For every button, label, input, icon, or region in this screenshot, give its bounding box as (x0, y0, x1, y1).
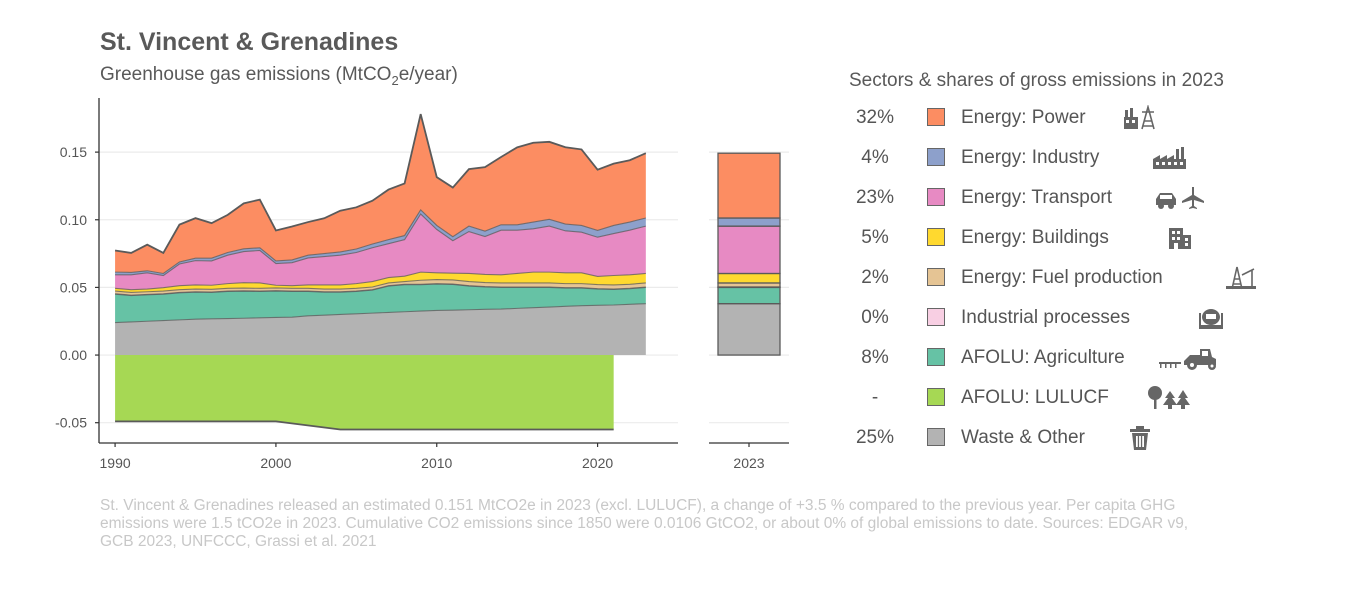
legend-label: Energy: Industry (961, 147, 1100, 168)
legend-share: 25% (855, 427, 895, 448)
x-tick-label: 2010 (421, 455, 452, 471)
area-energy-industry (115, 209, 646, 276)
area-afolu-lulucf (115, 355, 614, 430)
stacked-areas (114, 113, 647, 356)
inset-x-tick-label: 2023 (733, 455, 764, 471)
legend-share: 23% (855, 187, 895, 208)
inset-stacked-bar (717, 152, 781, 356)
y-tick-labels: -0.05 0.00 0.05 0.10 0.15 (55, 144, 87, 431)
chart-title: St. Vincent & Grenadines (100, 28, 399, 56)
legend-share: 2% (861, 267, 889, 288)
area-waste-other (115, 303, 646, 356)
area-energy-power (115, 114, 646, 274)
legend-swatch (927, 228, 945, 246)
area-energy-buildings (115, 272, 646, 293)
legend-label: Waste & Other (961, 427, 1085, 448)
legend-item-industrial-processes: 0% Industrial processes (840, 299, 1280, 339)
oil-rig-icon (1226, 266, 1256, 290)
y-tick-label: 0.05 (60, 279, 87, 295)
legend-share: 8% (861, 347, 889, 368)
power-plant-icon (1124, 105, 1155, 130)
legend-label: AFOLU: Agriculture (961, 347, 1125, 368)
legend-item-energy-fuel-production: 2% Energy: Fuel production (840, 259, 1280, 299)
bar-segment-energy-buildings (717, 272, 781, 284)
legend-item-energy-power: 32% Energy: Power (840, 99, 1280, 139)
trees-icon (1148, 386, 1190, 409)
trash-icon (1130, 426, 1150, 450)
tractor-icon (1159, 349, 1216, 370)
legend-swatch (927, 348, 945, 366)
boundary-energy-buildings (115, 271, 646, 291)
legend-share: 4% (861, 147, 889, 168)
lulucf-boundary (115, 420, 614, 431)
emissions-chart: -0.05 0.00 0.05 0.10 0.15 1990 2000 2010 2020 20… (55, 98, 789, 471)
legend-label: Energy: Buildings (961, 227, 1109, 248)
legend-swatch (927, 108, 945, 126)
legend-label: Energy: Transport (961, 187, 1113, 208)
legend-share: 32% (855, 107, 895, 128)
bar-segment-energy-transport (717, 225, 781, 275)
legend-item-energy-industry: 4% Energy: Industry (840, 139, 1280, 179)
car-plane-icon (1156, 187, 1204, 209)
y-tick-label: 0.15 (60, 144, 87, 160)
lulucf-area (115, 355, 614, 431)
bar-segment-energy-industry (717, 217, 781, 227)
subtitle-pre: Greenhouse gas emissions (MtCO (100, 64, 392, 85)
legend-swatch (927, 428, 945, 446)
subtitle-post: e/year) (398, 64, 458, 85)
factory-icon (1153, 147, 1186, 169)
boundary-energy-transport (115, 213, 646, 277)
cement-mixer-icon (1199, 309, 1223, 329)
legend-swatch (927, 188, 945, 206)
x-tick-labels: 1990 2000 2010 2020 2023 (100, 455, 765, 471)
legend-label: AFOLU: LULUCF (961, 387, 1109, 408)
boundary-waste-other (115, 303, 646, 324)
legend-label: Energy: Power (961, 107, 1086, 128)
legend-label: Industrial processes (961, 307, 1130, 328)
y-tick-label: 0.00 (60, 347, 87, 363)
x-tick-label: 2020 (582, 455, 613, 471)
boundary-energy-industry (115, 209, 646, 275)
chart-subtitle: Greenhouse gas emissions (MtCO2e/year) (100, 64, 458, 88)
legend-share: - (871, 387, 879, 408)
legend-swatch (927, 148, 945, 166)
legend-item-energy-transport: 23% Energy: Transport (840, 179, 1280, 219)
x-tick-label: 2000 (260, 455, 291, 471)
x-tick-label: 1990 (100, 455, 131, 471)
boundary-energy-fuel-production (115, 279, 646, 293)
chart-caption: St. Vincent & Grenadines released an est… (100, 497, 1189, 550)
bar-segment-waste-other (717, 302, 781, 356)
legend-item-afolu-lulucf: - AFOLU: LULUCF (840, 379, 1280, 419)
legend-swatch (927, 308, 945, 326)
boundary-industrial-processes (115, 283, 646, 296)
legend-item-waste-other: 25% Waste & Other (840, 419, 1280, 459)
bar-segment-afolu-agriculture (717, 286, 781, 305)
building-icon (1169, 228, 1191, 249)
legend-label: Energy: Fuel production (961, 267, 1163, 288)
legend-swatch (927, 268, 945, 286)
area-afolu-agriculture (115, 284, 646, 323)
legend-share: 5% (861, 227, 889, 248)
subtitle-subscript: 2 (391, 72, 399, 88)
chart-axes (95, 98, 789, 447)
legend-item-afolu-agriculture: 8% AFOLU: Agriculture (840, 339, 1280, 379)
legend-swatch (927, 388, 945, 406)
legend-title: Sectors & shares of gross emissions in 2… (849, 70, 1224, 91)
y-tick-label: 0.10 (60, 212, 87, 228)
area-energy-transport (115, 213, 646, 290)
y-tick-label: -0.05 (55, 415, 87, 431)
bar-segment-energy-power (717, 152, 781, 219)
boundary-energy-power (114, 113, 647, 255)
legend-share: 0% (861, 307, 889, 328)
legend-item-energy-buildings: 5% Energy: Buildings (840, 219, 1280, 259)
